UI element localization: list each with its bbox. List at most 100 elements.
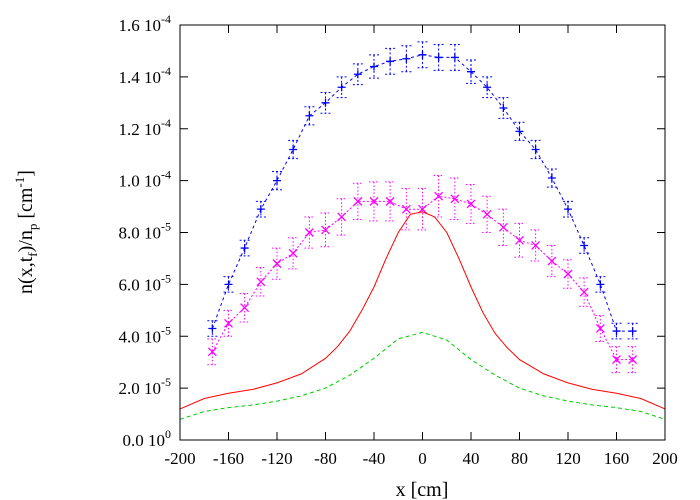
x-tick-label: -200 xyxy=(164,449,195,468)
error-bar xyxy=(466,59,476,84)
error-bar xyxy=(336,76,347,99)
data-point xyxy=(531,241,541,250)
error-bar xyxy=(385,181,396,222)
data-point xyxy=(515,235,524,245)
data-point xyxy=(353,70,362,79)
error-bar xyxy=(207,338,218,366)
error-bar xyxy=(627,346,638,374)
data-point xyxy=(369,196,379,206)
data-point xyxy=(321,98,330,107)
data-point xyxy=(499,104,508,112)
error-bar xyxy=(611,322,622,340)
error-bar xyxy=(611,346,622,374)
data-point xyxy=(450,53,459,62)
data-point xyxy=(596,280,605,289)
y-tick-label: 0.0 100 xyxy=(123,427,172,450)
error-bar xyxy=(514,222,525,258)
x-axis-label: x [cm] xyxy=(396,479,449,500)
x-axis: -200 -160 -120 -80 -40 0 40 80 120 160 200 xyxy=(164,25,678,468)
y-tick-label: 4.0 10-5 xyxy=(119,323,172,346)
error-bar xyxy=(369,54,379,79)
error-bar xyxy=(207,320,218,337)
x-tick-label: -40 xyxy=(363,449,386,468)
x-tick-label: 200 xyxy=(652,449,678,468)
error-bar xyxy=(546,244,557,278)
error-bar xyxy=(579,237,590,254)
data-point xyxy=(370,62,378,71)
data-point xyxy=(531,145,540,154)
error-bar xyxy=(449,177,460,221)
y-tick-label: 8.0 10-5 xyxy=(119,220,172,243)
x-tick-label: 120 xyxy=(555,449,581,468)
error-bar xyxy=(595,276,606,293)
error-bar xyxy=(417,187,428,231)
x-tick-label: -120 xyxy=(261,449,292,468)
y-tick-label: 2.0 10-5 xyxy=(119,375,172,398)
data-point xyxy=(482,209,492,219)
error-bar xyxy=(498,97,509,119)
data-point xyxy=(418,204,427,214)
data-point xyxy=(401,204,411,214)
series-1 xyxy=(207,41,638,340)
error-bar xyxy=(466,184,476,224)
y-axis-label: n(x,tf)/np [cm-1] xyxy=(12,170,40,294)
data-point xyxy=(418,50,427,59)
data-point xyxy=(289,145,298,154)
series-2 xyxy=(207,174,638,374)
x-tick-label: -80 xyxy=(314,449,337,468)
error-bar xyxy=(223,309,234,337)
data-point xyxy=(256,277,266,287)
y-tick-label: 1.6 10-4 xyxy=(119,12,172,35)
data-point xyxy=(547,174,556,183)
data-point xyxy=(273,176,281,185)
series-4-line xyxy=(179,331,666,420)
error-bar xyxy=(352,63,363,86)
data-point xyxy=(579,287,589,297)
data-point xyxy=(337,212,347,222)
series-3 xyxy=(179,211,666,410)
plot-area xyxy=(179,41,666,420)
data-point xyxy=(434,191,444,201)
data-point xyxy=(498,222,508,232)
data-point xyxy=(628,355,638,365)
data-point xyxy=(483,83,492,92)
data-point xyxy=(208,324,217,333)
y-tick-label: 1.0 10-4 xyxy=(119,168,172,191)
x-tick-label: 80 xyxy=(511,449,528,468)
data-point xyxy=(595,324,605,333)
error-bar xyxy=(595,315,606,342)
error-bar xyxy=(401,187,412,231)
data-point xyxy=(272,259,282,269)
data-point xyxy=(224,280,233,289)
data-point xyxy=(402,54,411,63)
error-bar xyxy=(272,247,282,280)
data-point xyxy=(207,347,217,357)
error-bar xyxy=(304,216,315,249)
data-point xyxy=(563,269,573,279)
error-bar xyxy=(288,237,299,270)
error-bar xyxy=(369,181,379,222)
y-tick-label: 1.2 10-4 xyxy=(119,116,172,139)
plot-frame xyxy=(179,24,666,441)
data-point xyxy=(337,83,346,92)
x-tick-label: 40 xyxy=(463,449,480,468)
y-axis: 0.0 100 2.0 10-5 4.0 10-5 6.0 10-5 8.0 10-5 1… xyxy=(119,12,665,450)
data-point xyxy=(224,318,233,328)
data-point xyxy=(547,256,557,266)
x-tick-label: -160 xyxy=(213,449,244,468)
error-bar xyxy=(433,174,444,218)
data-point xyxy=(304,228,314,237)
error-bar xyxy=(223,276,234,293)
data-point xyxy=(580,241,589,250)
data-point xyxy=(612,355,621,365)
error-bar xyxy=(320,91,331,114)
data-point xyxy=(466,199,476,209)
data-point xyxy=(564,205,572,214)
data-point xyxy=(321,225,330,235)
data-point xyxy=(612,327,621,336)
data-point xyxy=(450,194,460,204)
data-point xyxy=(240,244,249,253)
error-bar xyxy=(255,200,266,218)
error-bar xyxy=(563,200,573,218)
